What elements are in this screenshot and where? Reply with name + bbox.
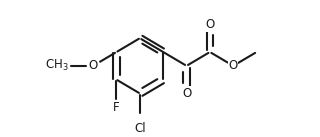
Text: Cl: Cl [134,122,146,135]
Text: O: O [89,59,98,72]
Text: O: O [205,18,214,31]
Text: F: F [113,101,120,114]
Text: O: O [228,59,238,72]
Text: O: O [182,87,191,100]
Text: CH$_3$: CH$_3$ [45,58,69,73]
